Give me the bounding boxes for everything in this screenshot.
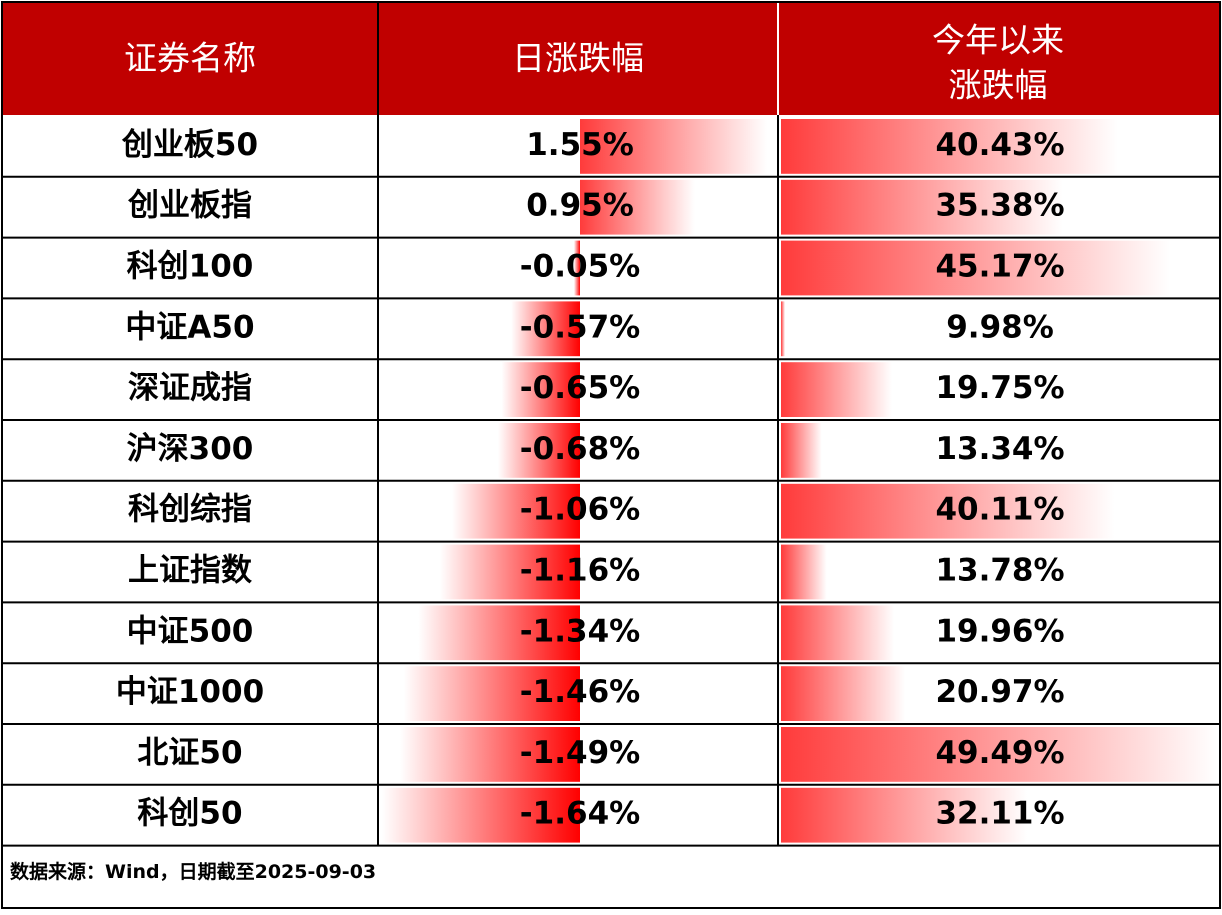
bar: [439, 544, 580, 600]
bar: [382, 787, 580, 843]
cell: -1.16%: [520, 553, 640, 589]
cell: -0.05%: [520, 249, 640, 285]
cell: 13.78%: [935, 553, 1064, 589]
cell: 0.95%: [526, 188, 634, 224]
bar: [403, 666, 580, 721]
bar: [501, 362, 580, 417]
bar: [452, 483, 580, 539]
cell: 35.38%: [935, 188, 1064, 224]
cell: 科创100: [127, 249, 254, 285]
cell: 1.55%: [526, 127, 634, 163]
bar: [781, 301, 785, 357]
cell: -1.46%: [520, 674, 640, 710]
bar: [400, 727, 580, 782]
bar: [418, 605, 580, 661]
cell: 9.98%: [946, 309, 1054, 345]
cell: 19.96%: [935, 613, 1064, 649]
cell: -0.68%: [520, 431, 640, 467]
cell: 创业板50: [121, 127, 258, 163]
cell: 沪深300: [127, 431, 254, 467]
cell: 19.75%: [935, 370, 1064, 406]
bar: [781, 605, 895, 661]
bar: [781, 666, 906, 721]
bar: [781, 787, 1027, 843]
bar: [781, 423, 822, 478]
bar: [497, 423, 580, 478]
cell: 13.34%: [935, 431, 1064, 467]
cell: 中证500: [127, 613, 254, 649]
cell: 北证50: [137, 735, 242, 771]
bar: [511, 301, 580, 357]
cell: -1.64%: [520, 796, 640, 832]
cell: -1.49%: [520, 735, 640, 771]
bar: [573, 240, 580, 296]
cell: 中证1000: [116, 674, 264, 710]
header-bg: [3, 3, 1219, 115]
bar: [781, 483, 1115, 539]
bar: [781, 240, 1170, 296]
header: 日涨跌幅: [512, 39, 644, 78]
header: 证券名称: [124, 39, 256, 78]
cell: 45.17%: [935, 249, 1064, 285]
cell: 20.97%: [935, 674, 1064, 710]
cell: 科创综指: [128, 492, 252, 528]
cell: -1.34%: [520, 613, 640, 649]
cell: 中证A50: [125, 309, 254, 345]
bar: [781, 544, 827, 600]
bar: [781, 119, 1118, 174]
footer: 数据来源：Wind，日期截至2025-09-03: [10, 860, 376, 883]
cell: 49.49%: [935, 735, 1064, 771]
bar: [781, 727, 1217, 782]
cell: 40.11%: [935, 492, 1064, 528]
cell: -1.06%: [520, 492, 640, 528]
cell: 创业板指: [127, 188, 252, 224]
header: 今年以来: [932, 21, 1064, 60]
cell: 32.11%: [935, 796, 1064, 832]
bar: [781, 179, 1063, 235]
cell: 深证成指: [128, 370, 252, 406]
bar: [781, 362, 892, 417]
cell: 40.43%: [935, 127, 1064, 163]
cell: -0.65%: [520, 370, 640, 406]
header: 涨跌幅: [949, 66, 1048, 105]
bar: [580, 119, 768, 174]
cell: -0.57%: [520, 309, 640, 345]
cell: 上证指数: [128, 553, 252, 589]
bar: [580, 179, 695, 235]
cell: 科创50: [137, 796, 242, 832]
